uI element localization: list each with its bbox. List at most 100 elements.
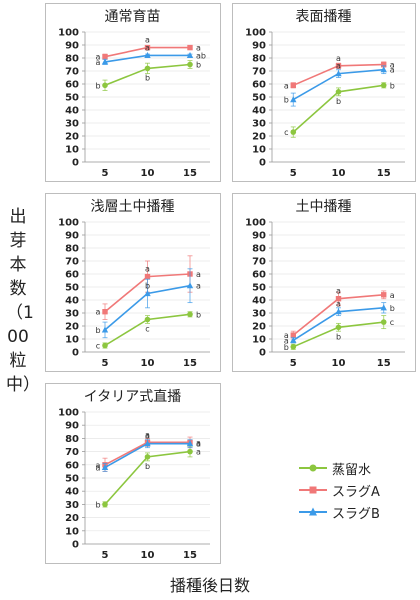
- legend-item-slag-a: スラグA: [298, 480, 418, 500]
- y-tick-label: 20: [65, 322, 79, 333]
- significance-letter: b: [145, 73, 150, 82]
- panel-title: 土中播種: [296, 199, 352, 215]
- data-point: [101, 326, 109, 333]
- y-tick-label: 80: [65, 434, 79, 445]
- legend-label-distilled-water: 蒸留水: [332, 463, 372, 478]
- x-tick-label: 5: [102, 358, 109, 369]
- x-tick-label: 5: [290, 168, 297, 179]
- significance-letter: a: [196, 282, 201, 291]
- significance-letter: b: [196, 61, 201, 70]
- significance-letter: a: [390, 66, 395, 75]
- data-point: [290, 344, 297, 350]
- data-point: [335, 296, 342, 302]
- data-point: [187, 448, 193, 455]
- significance-letter: c: [390, 318, 394, 327]
- legend-item-distilled-water: 蒸留水: [298, 458, 418, 478]
- panel-frame: [232, 193, 416, 372]
- y-tick-label: 30: [65, 309, 79, 320]
- y-tick-label: 60: [252, 80, 266, 91]
- y-tick-label: 70: [65, 447, 79, 458]
- legend-label-slag-a: スラグA: [332, 485, 380, 500]
- data-point: [290, 82, 296, 88]
- x-tick-label: 10: [141, 550, 155, 561]
- panel-frame: [45, 193, 221, 372]
- y-tick-label: 100: [58, 28, 79, 39]
- significance-letter: c: [96, 342, 100, 351]
- significance-letter: b: [390, 304, 395, 313]
- y-tick-label: 20: [65, 513, 79, 524]
- significance-letter: b: [95, 500, 100, 509]
- data-point: [144, 52, 151, 58]
- y-tick-label: 30: [65, 119, 79, 130]
- data-point: [290, 336, 297, 343]
- panel-frame: [232, 3, 416, 182]
- y-tick-label: 20: [65, 132, 79, 143]
- x-tick-label: 10: [332, 358, 346, 369]
- y-tick-label: 0: [259, 348, 266, 359]
- data-point: [101, 464, 109, 471]
- significance-letter: a: [96, 308, 101, 317]
- y-tick-label: 100: [58, 408, 79, 419]
- y-tick-label: 10: [65, 145, 79, 156]
- data-point: [335, 63, 342, 69]
- significance-letter: a: [196, 270, 201, 279]
- x-tick-label: 15: [183, 550, 197, 561]
- y-tick-label: 20: [252, 132, 266, 143]
- y-tick-label: 70: [65, 67, 79, 78]
- significance-letter: a: [284, 331, 289, 340]
- significance-letter: a: [96, 58, 101, 67]
- panel-frame: [45, 3, 221, 182]
- x-tick-label: 10: [332, 168, 346, 179]
- y-tick-label: 80: [65, 244, 79, 255]
- data-point: [186, 52, 194, 58]
- significance-letter: b: [95, 81, 100, 90]
- x-tick-label: 15: [183, 168, 197, 179]
- y-tick-label: 0: [259, 158, 266, 169]
- panel-title: 表面播種: [296, 9, 352, 25]
- significance-letter: b: [336, 332, 341, 341]
- data-point: [102, 54, 108, 60]
- y-axis-label: 出芽本数（100粒中）: [6, 207, 40, 395]
- y-tick-label: 20: [252, 322, 266, 333]
- y-tick-label: 30: [252, 309, 266, 320]
- significance-letter: a: [336, 300, 341, 309]
- y-tick-label: 30: [65, 500, 79, 511]
- y-tick-label: 70: [252, 257, 266, 268]
- y-tick-label: 0: [72, 348, 79, 359]
- y-tick-label: 60: [65, 270, 79, 281]
- data-point: [380, 304, 387, 311]
- x-axis-label: 播種後日数: [169, 576, 250, 595]
- significance-letter: a: [196, 440, 201, 449]
- significance-letter: a: [336, 62, 341, 71]
- significance-letter: a: [390, 61, 395, 70]
- data-point: [290, 96, 297, 103]
- data-point: [335, 308, 342, 315]
- y-tick-label: 100: [245, 28, 266, 39]
- data-point: [101, 58, 109, 65]
- y-tick-label: 40: [252, 106, 266, 117]
- y-tick-label: 30: [252, 119, 266, 130]
- x-tick-label: 5: [102, 168, 109, 179]
- x-tick-label: 10: [141, 168, 155, 179]
- y-tick-label: 40: [65, 106, 79, 117]
- y-tick-label: 100: [245, 218, 266, 229]
- data-point: [144, 65, 151, 72]
- x-tick-label: 15: [377, 168, 391, 179]
- data-point: [144, 44, 151, 51]
- data-point: [102, 309, 108, 315]
- significance-letter: a: [336, 287, 341, 296]
- significance-letter: a: [390, 291, 395, 300]
- significance-letter: a: [96, 461, 101, 470]
- data-point: [335, 324, 342, 331]
- significance-letter: b: [284, 96, 289, 105]
- significance-letter: ab: [196, 51, 206, 60]
- data-point: [144, 440, 151, 447]
- data-point: [290, 129, 297, 135]
- y-tick-label: 70: [65, 257, 79, 268]
- significance-letter: b: [284, 343, 289, 352]
- y-tick-label: 60: [65, 80, 79, 91]
